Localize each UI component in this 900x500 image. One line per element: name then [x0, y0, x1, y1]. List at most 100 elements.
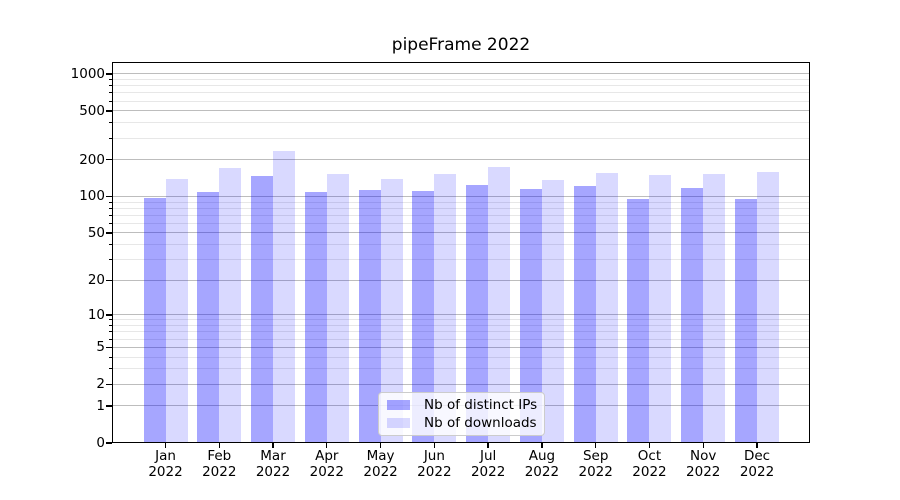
x-tick-mark — [272, 443, 274, 448]
gridline-major — [112, 110, 810, 112]
y-tick-mark-minor — [109, 79, 112, 81]
legend-label-distinct-ips: Nb of distinct IPs — [424, 397, 538, 413]
x-tick-mark — [487, 443, 489, 448]
y-tick-mark — [106, 73, 112, 75]
gridline-major — [112, 232, 810, 234]
y-tick-mark-minor — [109, 356, 112, 358]
y-tick-mark-minor — [109, 100, 112, 102]
x-tick-label: Apr 2022 — [309, 448, 344, 480]
y-tick-mark-minor — [109, 325, 112, 327]
gridline-minor — [112, 137, 810, 139]
y-tick-mark-minor — [109, 222, 112, 224]
y-tick-mark-minor — [109, 137, 112, 139]
y-tick-label: 200 — [79, 151, 105, 168]
bar-downloads-jan — [165, 178, 188, 443]
x-tick-mark — [164, 443, 167, 448]
gridline-minor — [112, 244, 810, 246]
y-tick-mark-minor — [109, 85, 112, 87]
y-tick-label: 50 — [87, 224, 105, 241]
plot-area: Nb of distinct IPs Nb of downloads — [112, 62, 810, 443]
gridline-minor — [112, 368, 810, 370]
bar-distinct-ips-sep — [573, 185, 596, 443]
y-tick-mark — [106, 159, 112, 161]
bar-distinct-ips-apr — [304, 192, 327, 443]
bar-distinct-ips-jul — [466, 184, 489, 443]
y-tick-mark — [106, 442, 112, 444]
x-tick-label: Jan 2022 — [148, 448, 183, 480]
gridline-major — [112, 314, 810, 316]
gridline-minor — [112, 79, 810, 81]
y-tick-mark-minor — [109, 122, 112, 124]
y-tick-mark-minor — [109, 331, 112, 333]
bar-downloads-jul — [488, 167, 511, 443]
y-tick-label: 20 — [87, 272, 105, 289]
gridline-minor — [112, 214, 810, 216]
x-tick-mark — [702, 443, 704, 448]
gridline-major — [112, 195, 810, 197]
y-tick-mark-minor — [109, 319, 112, 321]
gridline-major — [112, 73, 810, 75]
y-tick-mark-minor — [109, 201, 112, 203]
x-tick-mark — [595, 443, 597, 448]
bar-distinct-ips-dec — [735, 198, 757, 443]
legend-item-downloads: Nb of downloads — [387, 414, 537, 432]
gridline-minor — [112, 222, 810, 224]
y-tick-mark — [106, 314, 112, 316]
bar-downloads-may — [380, 179, 403, 443]
x-tick-label: Mar 2022 — [255, 448, 291, 480]
y-tick-label: 5 — [96, 339, 105, 356]
y-tick-label: 1 — [96, 397, 105, 414]
bar-downloads-jun — [434, 173, 457, 443]
x-tick-label: May 2022 — [363, 448, 398, 480]
gridline-minor — [112, 259, 810, 261]
x-tick-mark — [326, 443, 328, 448]
gridline-minor — [112, 122, 810, 124]
y-tick-mark-minor — [109, 207, 112, 209]
bar-distinct-ips-oct — [627, 198, 650, 443]
y-tick-mark-minor — [109, 214, 112, 216]
legend-swatch-downloads — [387, 418, 410, 428]
bar-downloads-feb — [219, 168, 242, 443]
x-tick-mark — [648, 443, 651, 448]
bar-downloads-mar — [273, 150, 296, 443]
bar-distinct-ips-jan — [143, 197, 166, 443]
y-tick-mark-minor — [109, 368, 112, 370]
x-tick-label: Oct 2022 — [632, 448, 667, 480]
bar-distinct-ips-mar — [251, 175, 274, 443]
bar-distinct-ips-aug — [519, 189, 542, 443]
y-tick-label: 2 — [96, 376, 105, 393]
x-tick-mark — [756, 443, 758, 448]
x-tick-label: Sep 2022 — [578, 448, 613, 480]
gridline-minor — [112, 207, 810, 209]
chart-title: pipeFrame 2022 — [391, 35, 531, 55]
legend-label-downloads: Nb of downloads — [424, 415, 537, 431]
x-tick-label: Jun 2022 — [417, 448, 452, 480]
gridline-minor — [112, 85, 810, 87]
legend: Nb of distinct IPs Nb of downloads — [378, 392, 545, 436]
gridline-minor — [112, 201, 810, 203]
gridline-major — [112, 279, 810, 281]
y-tick-mark — [106, 110, 112, 112]
bar-downloads-sep — [595, 173, 618, 443]
y-tick-label: 10 — [87, 306, 105, 323]
bar-distinct-ips-may — [358, 189, 381, 443]
gridline-minor — [112, 338, 810, 340]
x-tick-label: Dec 2022 — [739, 448, 775, 480]
y-tick-mark-minor — [109, 244, 112, 246]
x-tick-label: Nov 2022 — [686, 448, 721, 480]
bar-downloads-aug — [541, 179, 564, 443]
x-tick-mark — [541, 443, 543, 448]
bar-distinct-ips-nov — [681, 187, 704, 443]
gridline-major — [112, 346, 810, 348]
bar-distinct-ips-jun — [412, 191, 435, 443]
x-tick-label: Jul 2022 — [470, 448, 506, 480]
x-tick-mark — [379, 443, 382, 448]
y-tick-label: 0 — [96, 435, 105, 451]
y-tick-mark-minor — [109, 338, 112, 340]
gridline-minor — [112, 92, 810, 94]
y-tick-label: 500 — [79, 102, 105, 119]
y-tick-mark — [106, 405, 112, 407]
bar-distinct-ips-feb — [197, 192, 220, 443]
y-tick-mark — [106, 346, 112, 348]
gridline-major — [112, 383, 810, 385]
